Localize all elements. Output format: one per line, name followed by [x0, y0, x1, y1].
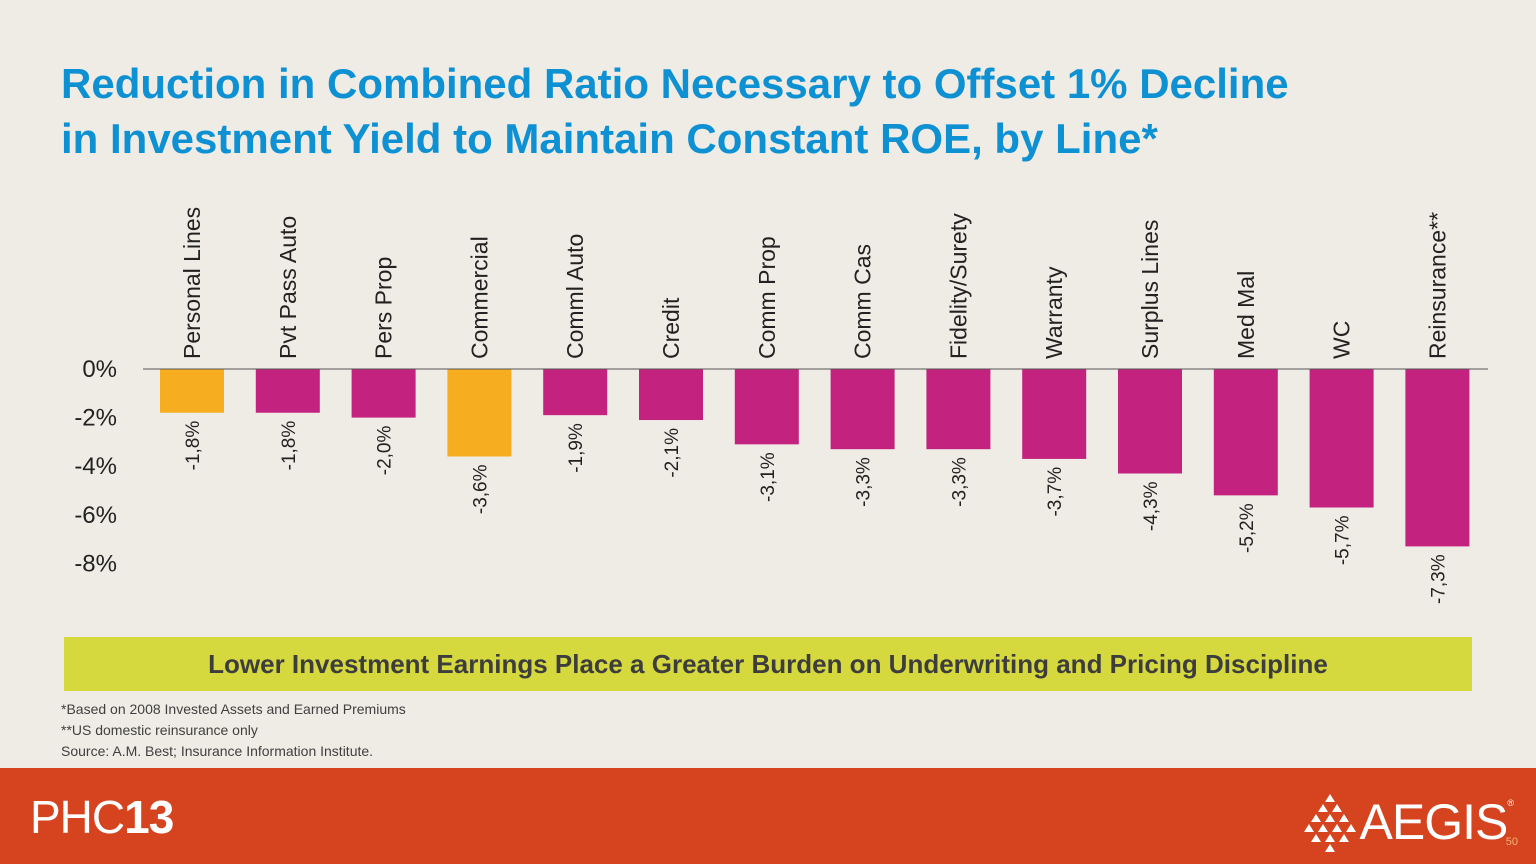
category-label: Med Mal: [1233, 271, 1259, 359]
bar: [160, 369, 224, 413]
data-label: -3,7%: [1045, 467, 1066, 517]
footnotes: *Based on 2008 Invested Assets and Earne…: [61, 699, 406, 762]
bar: [543, 369, 608, 416]
data-label: -1,9%: [566, 423, 587, 473]
slide-title-line-2: in Investment Yield to Maintain Constant…: [61, 115, 1158, 162]
data-label: -5,2%: [1237, 503, 1258, 553]
footer-bar: PHC13 AEGIS ® 50: [0, 768, 1536, 864]
bar: [1022, 369, 1087, 459]
data-label: -3,3%: [854, 457, 875, 507]
page-number: 50: [1505, 836, 1518, 848]
data-label: -2,1%: [662, 428, 683, 478]
bar-chart: 0% -2% -4% -6% -8% Personal Lines -1,8% Pvt Pas…: [74, 207, 1488, 604]
bar: [255, 369, 320, 413]
category-label: Reinsurance**: [1424, 212, 1450, 359]
aegis-mark-icon: [1303, 794, 1356, 852]
bar: [926, 369, 991, 450]
y-tick-label: -8%: [74, 550, 117, 577]
bar: [1309, 369, 1374, 508]
data-label: -2,0%: [375, 426, 396, 476]
banner-text: Lower Investment Earnings Place a Greate…: [208, 648, 1328, 679]
category-label: Commercial: [466, 236, 492, 359]
bar: [447, 369, 512, 457]
bar: [1118, 369, 1182, 474]
footnote-reinsurance: **US domestic reinsurance only: [61, 722, 258, 738]
bar: [734, 369, 799, 445]
y-tick-label: -2%: [74, 405, 117, 432]
bar: [351, 369, 416, 418]
category-label: Comml Auto: [562, 234, 588, 359]
data-label: -1,8%: [183, 421, 204, 471]
bar: [639, 369, 703, 421]
data-label: -5,7%: [1333, 515, 1354, 565]
bar: [830, 369, 895, 450]
banner: Lower Investment Earnings Place a Greate…: [64, 637, 1472, 691]
y-tick-label: 0%: [82, 356, 117, 383]
bar: [1213, 369, 1278, 496]
category-label: Pers Prop: [371, 257, 397, 359]
category-label: Comm Prop: [754, 236, 780, 359]
category-label: Surplus Lines: [1137, 220, 1163, 359]
category-label: Pvt Pass Auto: [275, 216, 301, 359]
data-label: -3,3%: [949, 457, 970, 507]
category-label: Fidelity/Surety: [945, 213, 971, 359]
footnote-invested-assets: *Based on 2008 Invested Assets and Earne…: [61, 701, 406, 717]
phc13-logo: PHC13: [30, 791, 174, 843]
footnote-source: Source: A.M. Best; Insurance Information…: [61, 743, 374, 759]
bar: [1405, 369, 1470, 547]
data-label: -1,8%: [279, 421, 300, 471]
category-label: Comm Cas: [850, 244, 876, 359]
category-label: Credit: [658, 297, 684, 359]
category-label: WC: [1329, 321, 1355, 359]
y-tick-label: -6%: [74, 502, 117, 529]
slide-title: Reduction in Combined Ratio Necessary to…: [61, 56, 1481, 166]
category-label: Warranty: [1041, 266, 1067, 359]
category-label: Personal Lines: [179, 207, 205, 359]
data-label: -3,6%: [470, 464, 491, 514]
data-label: -4,3%: [1141, 481, 1162, 531]
aegis-logo: AEGIS ®: [1303, 790, 1514, 854]
data-label: -3,1%: [758, 452, 779, 502]
slide-title-line-1: Reduction in Combined Ratio Necessary to…: [61, 60, 1289, 107]
data-label: -7,3%: [1428, 554, 1449, 604]
y-tick-label: -4%: [74, 453, 117, 480]
